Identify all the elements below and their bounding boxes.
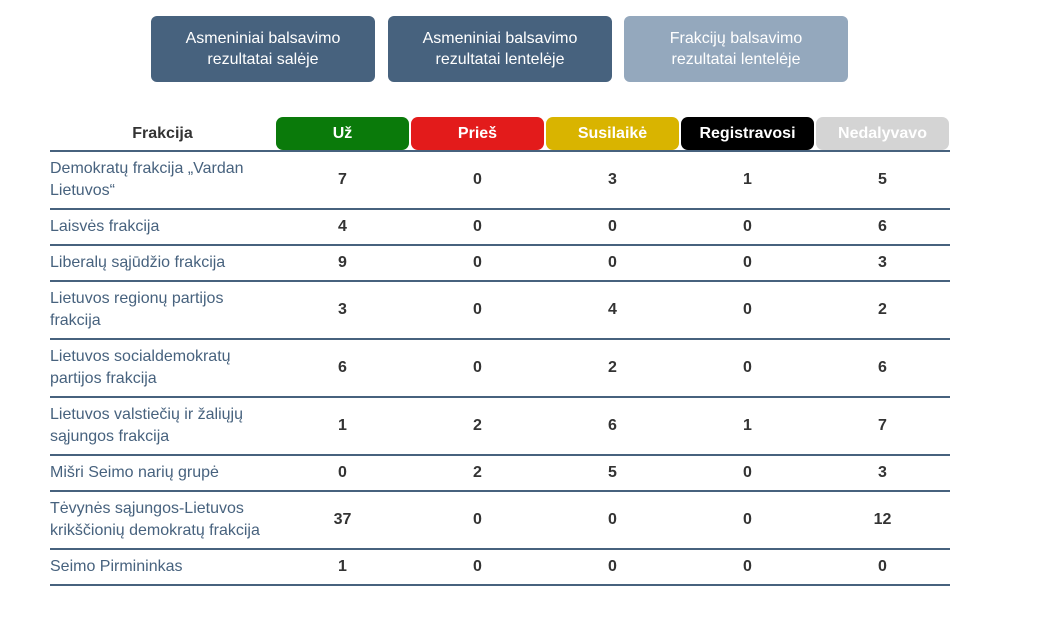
column-header: Frakcija	[132, 124, 193, 142]
vote-count: 1	[338, 558, 347, 575]
vote-count: 0	[743, 464, 752, 481]
column-header: Susilaikė	[545, 117, 680, 151]
table-row: Lietuvos valstiečių ir žaliųjų sąjungos …	[50, 397, 950, 455]
faction-name: Demokratų frakcija „Vardan Lietuvos“	[50, 160, 244, 199]
vote-count: 5	[878, 171, 887, 188]
vote-count: 4	[338, 218, 347, 235]
vote-count: 0	[743, 359, 752, 376]
vote-count: 3	[338, 301, 347, 318]
column-header: Registravosi	[680, 117, 815, 151]
table-body: Demokratų frakcija „Vardan Lietuvos“ 7 0 3 1…	[50, 151, 950, 585]
table-row: Demokratų frakcija „Vardan Lietuvos“ 7 0 3 1…	[50, 151, 950, 209]
vote-count: 0	[473, 511, 482, 528]
vote-count: 7	[338, 171, 347, 188]
vote-count: 0	[608, 254, 617, 271]
vote-count: 0	[743, 218, 752, 235]
vote-count: 0	[608, 511, 617, 528]
table-row: Seimo Pirmininkas 1 0 0 0 0	[50, 549, 950, 585]
faction-name: Lietuvos regionų partijos frakcija	[50, 290, 224, 329]
vote-count: 6	[338, 359, 347, 376]
vote-count: 12	[873, 511, 892, 528]
vote-count: 1	[743, 171, 752, 188]
vote-count: 0	[878, 558, 887, 575]
vote-count: 7	[878, 417, 887, 434]
vote-count: 2	[473, 417, 482, 434]
header-pill: Prieš	[411, 117, 544, 150]
vote-count: 3	[878, 464, 887, 481]
table-row: Lietuvos regionų partijos frakcija 3 0 4 0 2	[50, 281, 950, 339]
vote-count: 0	[608, 558, 617, 575]
table-row: Laisvės frakcija 4 0 0 0 6	[50, 209, 950, 245]
faction-name: Seimo Pirmininkas	[50, 558, 183, 575]
vote-count: 4	[608, 301, 617, 318]
faction-name: Tėvynės sąjungos-Lietuvos krikščionių de…	[50, 500, 260, 539]
vote-count: 9	[338, 254, 347, 271]
vote-count: 6	[878, 218, 887, 235]
vote-count: 0	[743, 558, 752, 575]
vote-count: 0	[743, 301, 752, 318]
faction-name: Laisvės frakcija	[50, 218, 160, 235]
vote-count: 6	[608, 417, 617, 434]
vote-count: 1	[338, 417, 347, 434]
vote-count: 0	[473, 359, 482, 376]
vote-count: 0	[473, 254, 482, 271]
vote-count: 0	[473, 218, 482, 235]
faction-name: Lietuvos socialdemokratų partijos frakci…	[50, 348, 231, 387]
table-row: Lietuvos socialdemokratų partijos frakci…	[50, 339, 950, 397]
header-row: Frakcija Už Prieš Susilaikė Registravosi Neda…	[50, 117, 950, 151]
table-row: Liberalų sąjūdžio frakcija 9 0 0 0 3	[50, 245, 950, 281]
faction-name: Mišri Seimo narių grupė	[50, 464, 219, 481]
vote-count: 0	[473, 301, 482, 318]
vote-count: 0	[473, 171, 482, 188]
vote-count: 2	[608, 359, 617, 376]
vote-count: 0	[743, 254, 752, 271]
vote-count: 1	[743, 417, 752, 434]
table-row: Tėvynės sąjungos-Lietuvos krikščionių de…	[50, 491, 950, 549]
vote-count: 3	[608, 171, 617, 188]
vote-count: 0	[608, 218, 617, 235]
vote-count: 5	[608, 464, 617, 481]
vote-count: 0	[473, 558, 482, 575]
vote-count: 37	[333, 511, 352, 528]
results-table: Frakcija Už Prieš Susilaikė Registravosi Neda…	[50, 117, 950, 586]
header-pill: Nedalyvavo	[816, 117, 949, 150]
view-button[interactable]: Asmeniniai balsavimo rezultatai salėje	[151, 16, 375, 82]
header-pill: Už	[276, 117, 409, 150]
vote-count: 0	[338, 464, 347, 481]
header-pill: Susilaikė	[546, 117, 679, 150]
view-button[interactable]: Frakcijų balsavimo rezultatai lentelėje	[624, 16, 848, 82]
vote-count: 2	[878, 301, 887, 318]
column-header: Prieš	[410, 117, 545, 151]
vote-count: 2	[473, 464, 482, 481]
vote-count: 6	[878, 359, 887, 376]
header-pill: Registravosi	[681, 117, 814, 150]
faction-name: Lietuvos valstiečių ir žaliųjų sąjungos …	[50, 406, 243, 445]
view-button[interactable]: Asmeniniai balsavimo rezultatai lentelėj…	[388, 16, 612, 82]
vote-count: 3	[878, 254, 887, 271]
column-header: Už	[275, 117, 410, 151]
table-row: Mišri Seimo narių grupė 0 2 5 0 3	[50, 455, 950, 491]
column-header: Nedalyvavo	[815, 117, 950, 151]
vote-count: 0	[743, 511, 752, 528]
faction-name: Liberalų sąjūdžio frakcija	[50, 254, 226, 271]
